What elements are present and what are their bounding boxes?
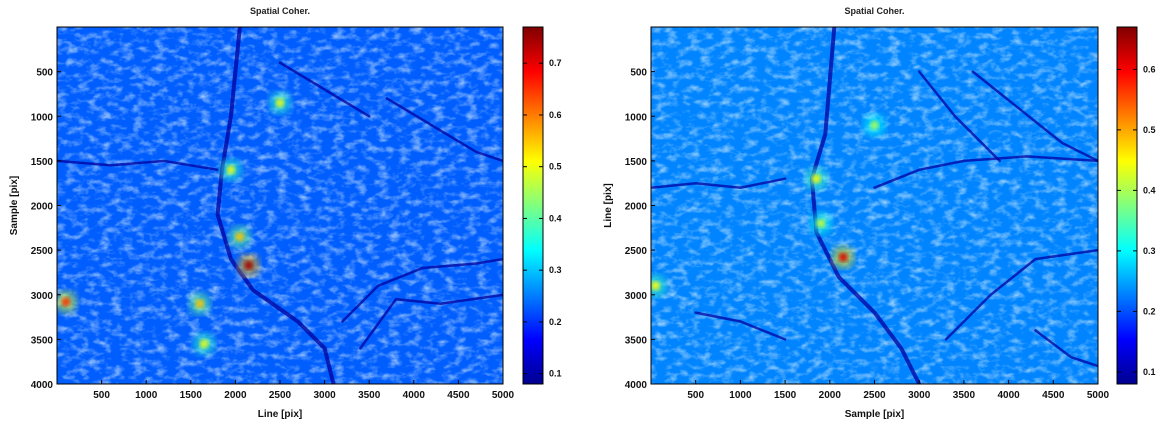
colorbar-tick-label: 0.4 — [549, 213, 562, 223]
colorbar: 0.1 0.2 0.3 0.4 0.5 0.6 — [1116, 26, 1156, 385]
colorbar-tick-label: 0.5 — [1143, 125, 1156, 135]
colorbar-gradient — [1117, 27, 1137, 384]
y-tick-label: 1000 — [625, 112, 648, 123]
y-tick-label: 1500 — [31, 157, 54, 168]
coherence-hotspot — [235, 232, 245, 242]
coherence-hotspot — [811, 174, 821, 184]
valley-line — [694, 311, 787, 341]
coherence-hotspot — [651, 281, 660, 291]
x-tick-label: 2000 — [224, 390, 247, 401]
x-tick-label: 5000 — [492, 390, 515, 401]
x-tick-label: 3500 — [358, 390, 381, 401]
coherence-hotspot — [199, 339, 209, 349]
y-tick-label: 3000 — [31, 291, 54, 302]
heatmap-image — [57, 27, 503, 384]
coherence-hotspot — [226, 165, 236, 175]
coherence-hotspot — [275, 98, 285, 108]
y-tick-label: 4000 — [31, 380, 54, 391]
x-tick-label: 1500 — [180, 390, 203, 401]
valley-line — [278, 61, 371, 118]
left-coherence-chart: Spatial Coher. 500 1000 1500 2000 2500 3000 350… — [9, 6, 562, 420]
chart-title: Spatial Coher. — [250, 6, 310, 16]
colorbar-tick-label: 0.1 — [1143, 367, 1156, 377]
right-coherence-chart: Spatial Coher. 500 1000 1500 2000 2500 3000 350… — [603, 6, 1156, 420]
valley-line — [944, 248, 1098, 341]
valley-line — [341, 257, 503, 323]
x-tick-label: 5000 — [1087, 390, 1110, 401]
x-tick-label: 4000 — [997, 390, 1020, 401]
coherence-hotspot — [244, 260, 254, 270]
x-tick-label: 4000 — [403, 390, 426, 401]
x-axis-label: Line [pix] — [258, 409, 302, 420]
y-axis-label: Line [pix] — [603, 183, 614, 227]
y-tick-label: 500 — [36, 68, 53, 79]
colorbar-tick-label: 0.3 — [549, 265, 562, 275]
x-tick-label: 500 — [93, 390, 110, 401]
x-tick-label: 2000 — [819, 390, 842, 401]
chart-title: Spatial Coher. — [844, 6, 904, 16]
valley-line — [971, 70, 1098, 163]
x-tick-label: 4500 — [1042, 390, 1065, 401]
colorbar-tick-label: 0.6 — [1143, 64, 1156, 74]
colorbar-tick-label: 0.5 — [549, 162, 562, 172]
y-tick-label: 500 — [630, 68, 647, 79]
colorbar-tick-label: 0.2 — [1143, 306, 1156, 316]
x-tick-label: 2500 — [269, 390, 292, 401]
colorbar-gradient — [523, 27, 543, 384]
valley-line — [917, 70, 1001, 163]
x-tick-label: 1000 — [135, 390, 158, 401]
colorbar-tick-label: 0.7 — [549, 58, 562, 68]
y-tick-label: 1500 — [625, 157, 648, 168]
valley-line — [651, 177, 787, 189]
y-tick-label: 2000 — [625, 202, 648, 213]
valley-line — [215, 27, 336, 384]
valley-line — [385, 97, 503, 163]
x-tick-label: 4500 — [447, 390, 470, 401]
colorbar-tick-label: 0.2 — [549, 317, 562, 327]
y-tick-label: 3500 — [625, 335, 648, 346]
y-tick-label: 2500 — [31, 246, 54, 257]
colorbar-tick-label: 0.3 — [1143, 246, 1156, 256]
x-tick-label: 3500 — [953, 390, 976, 401]
valley-line — [1034, 329, 1098, 368]
coherence-hotspot — [61, 297, 71, 307]
coherence-hotspot — [816, 218, 826, 228]
x-tick-label: 3000 — [908, 390, 931, 401]
valley-line — [359, 293, 503, 350]
x-tick-label: 1500 — [774, 390, 797, 401]
y-tick-label: 2500 — [625, 246, 648, 257]
x-axis-label: Sample [pix] — [845, 409, 904, 420]
colorbar-tick-label: 0.6 — [549, 110, 562, 120]
y-tick-label: 1000 — [31, 112, 54, 123]
x-tick-label: 500 — [687, 390, 704, 401]
heatmap-image — [651, 27, 1098, 384]
y-tick-label: 3000 — [625, 291, 648, 302]
coherence-hotspot — [195, 299, 205, 309]
coherence-hotspot — [870, 120, 879, 130]
colorbar-tick-label: 0.4 — [1143, 185, 1156, 195]
y-axis-label: Sample [pix] — [9, 176, 20, 235]
colorbar: 0.1 0.2 0.3 0.4 0.5 0.6 0.7 — [522, 26, 562, 385]
x-tick-label: 2500 — [863, 390, 886, 401]
colorbar-frame — [1116, 26, 1138, 385]
valley-line — [57, 159, 219, 172]
y-tick-label: 2000 — [31, 202, 54, 213]
y-tick-label: 3500 — [31, 335, 54, 346]
y-tick-label: 4000 — [625, 380, 648, 391]
colorbar-tick-label: 0.1 — [549, 369, 562, 379]
colorbar-frame — [522, 26, 544, 385]
valley-line — [873, 155, 1098, 189]
x-tick-label: 1000 — [729, 390, 752, 401]
coherence-hotspot — [838, 252, 848, 262]
x-tick-label: 3000 — [313, 390, 336, 401]
